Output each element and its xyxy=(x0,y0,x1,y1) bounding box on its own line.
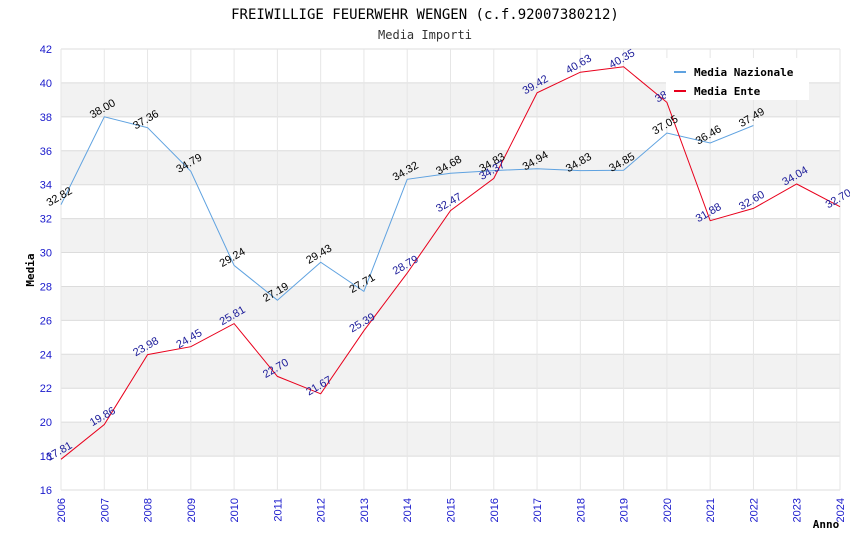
legend: Media Nazionale Media Ente xyxy=(666,58,809,100)
y-tick-label: 28 xyxy=(40,281,52,293)
data-label: 32.47 xyxy=(434,191,464,215)
y-tick-label: 20 xyxy=(40,417,52,429)
series-lines xyxy=(60,66,841,460)
y-tick-label: 34 xyxy=(40,180,52,192)
data-label: 24.45 xyxy=(174,327,204,351)
x-tick-label: 2021 xyxy=(705,498,717,522)
x-tick-label: 2012 xyxy=(316,498,328,522)
legend-label: Media Nazionale xyxy=(694,66,794,79)
y-tick-label: 30 xyxy=(40,248,52,260)
data-label: 36.46 xyxy=(694,123,724,147)
series-line xyxy=(60,66,841,460)
y-tick-label: 40 xyxy=(40,78,52,90)
x-tick-label: 2023 xyxy=(792,498,804,522)
y-tick-label: 32 xyxy=(40,214,52,226)
data-label: 40.35 xyxy=(607,47,637,71)
x-tick-label: 2015 xyxy=(446,498,458,522)
x-tick-label: 2010 xyxy=(229,498,241,522)
series-line xyxy=(60,116,754,301)
x-tick-label: 2008 xyxy=(143,498,155,522)
y-tick-label: 38 xyxy=(40,112,52,124)
y-axis-title: Media xyxy=(24,253,37,286)
data-label: 32.70 xyxy=(824,187,850,211)
y-tick-label: 18 xyxy=(40,451,52,463)
x-tick-label: 2013 xyxy=(359,498,371,522)
y-tick-label: 42 xyxy=(40,44,52,56)
grid-lines xyxy=(60,48,841,491)
legend-background xyxy=(666,58,809,100)
chart-subtitle: Media Importi xyxy=(378,28,472,42)
x-tick-label: 2022 xyxy=(748,498,760,522)
y-tick-label: 36 xyxy=(40,146,52,158)
x-tick-label: 2018 xyxy=(575,498,587,522)
x-tick-label: 2017 xyxy=(532,498,544,522)
x-axis-title: Anno xyxy=(813,518,840,531)
data-label: 28.79 xyxy=(391,253,421,277)
x-tick-label: 2006 xyxy=(56,498,68,522)
x-tick-label: 2020 xyxy=(662,498,674,522)
x-tick-label: 2014 xyxy=(402,498,414,522)
x-axis-ticks: 2006 2007 2008 2009 2010 2011 2012 2013 2014 2015… xyxy=(56,498,847,522)
chart-title: FREIWILLIGE FEUERWEHR WENGEN (c.f.920073… xyxy=(231,7,619,23)
x-tick-label: 2024 xyxy=(835,498,847,522)
y-tick-label: 22 xyxy=(40,383,52,395)
y-tick-label: 26 xyxy=(40,315,52,327)
x-tick-label: 2007 xyxy=(99,498,111,522)
x-tick-label: 2016 xyxy=(489,498,501,522)
y-axis-ticks: 16 18 20 22 24 26 28 30 32 34 36 38 40 42 xyxy=(40,44,52,497)
x-tick-label: 2019 xyxy=(619,498,631,522)
x-tick-label: 2009 xyxy=(186,498,198,522)
legend-label: Media Ente xyxy=(694,85,761,98)
y-tick-label: 16 xyxy=(40,485,52,497)
data-label: 17.81 xyxy=(45,440,75,464)
x-tick-label: 2011 xyxy=(272,498,284,522)
y-tick-label: 24 xyxy=(40,349,52,361)
